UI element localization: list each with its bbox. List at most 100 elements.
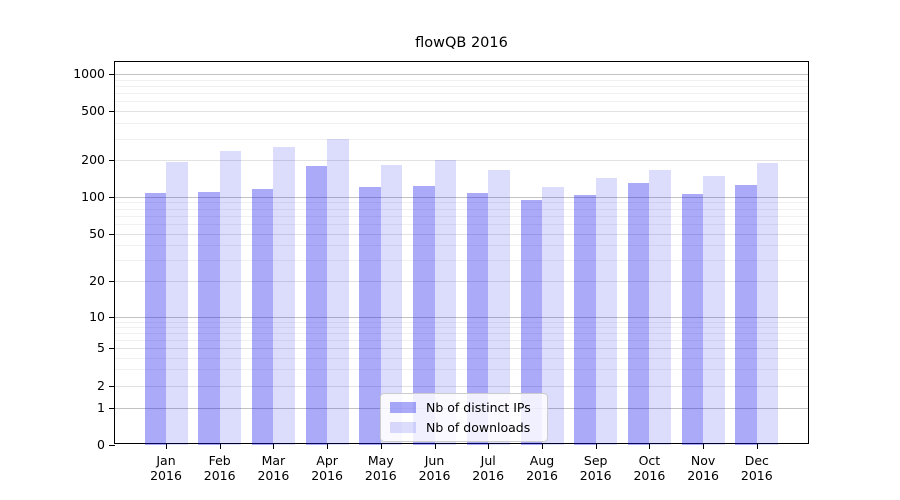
gridline: [115, 123, 808, 124]
gridline: [115, 357, 808, 359]
y-axis-tick: [109, 281, 115, 282]
y-axis-tick: [109, 111, 115, 112]
y-axis-tick: [109, 160, 115, 162]
gridline: [115, 233, 808, 235]
x-axis-tick-label: Aug 2016: [526, 453, 558, 483]
bar-distinct-ips: [198, 191, 220, 445]
x-axis-tick: [434, 444, 436, 449]
gridline: [115, 215, 808, 217]
x-axis-tick: [488, 444, 490, 449]
gridline: [115, 86, 808, 88]
legend-item-distinct-ips: Nb of distinct IPs: [390, 400, 537, 415]
x-axis-tick: [166, 444, 167, 449]
bar-downloads: [649, 169, 671, 445]
plot-area: 0 1 2 5 10 20 50 100 200 500 1000 Jan 2016 Feb 2016 M…: [73, 61, 809, 483]
x-axis-tick-label: Jul 2016: [472, 453, 505, 483]
x-axis-tick-label: Feb 2016: [203, 453, 236, 483]
x-axis-tick-label: Mar 2016: [257, 453, 290, 483]
y-axis-tick: [109, 74, 115, 76]
x-axis-tick: [380, 444, 382, 449]
gridline: [115, 196, 808, 198]
x-axis-tick-label: Dec 2016: [740, 453, 773, 483]
y-axis-tick-label: 500: [81, 103, 105, 118]
x-axis-tick: [273, 444, 275, 449]
bar-downloads: [434, 160, 456, 445]
gridline: [115, 74, 808, 76]
y-axis-tick-label: 5: [97, 340, 105, 356]
bar-distinct-ips: [305, 165, 328, 445]
y-axis-tick-label: 20: [89, 273, 105, 288]
y-axis-tick: [109, 348, 115, 350]
gridline: [115, 245, 808, 247]
x-axis-tick-label: May 2016: [364, 453, 397, 483]
bar-distinct-ips: [574, 195, 596, 445]
x-axis-tick-label: Apr 2016: [311, 453, 343, 483]
bar-downloads: [703, 176, 725, 445]
y-axis-tick-label: 10: [89, 309, 105, 324]
gridline: [115, 281, 808, 282]
bar-distinct-ips: [413, 185, 435, 445]
gridline: [115, 386, 808, 387]
gridline: [115, 348, 808, 350]
x-axis-tick-label: Jun 2016: [418, 453, 451, 483]
y-axis-tick: [109, 445, 115, 446]
y-axis-tick: [109, 196, 115, 198]
x-axis-tick: [542, 444, 543, 449]
bar-distinct-ips: [735, 185, 757, 445]
x-axis-tick: [327, 444, 329, 449]
gridline: [115, 260, 808, 262]
gridline: [115, 138, 808, 140]
x-axis-tick: [703, 444, 705, 449]
bar-downloads: [273, 146, 295, 445]
y-axis-tick: [109, 317, 115, 318]
bar-distinct-ips: [627, 182, 650, 445]
bar-downloads: [166, 161, 188, 445]
x-axis-tick-label: Nov 2016: [687, 453, 719, 483]
gridline: [115, 340, 808, 342]
x-axis-tick: [756, 444, 758, 449]
y-axis-tick: [109, 408, 115, 410]
bar-downloads: [219, 150, 242, 445]
legend-swatch-distinct-ips: [390, 402, 416, 413]
bar-downloads: [595, 177, 618, 445]
gridline: [115, 208, 808, 210]
gridline: [115, 79, 808, 81]
bar-downloads: [327, 139, 349, 445]
y-axis-tick-label: 2: [97, 378, 105, 393]
y-axis-tick-label: 1: [97, 400, 105, 416]
bar-distinct-ips: [359, 187, 381, 445]
gridline: [115, 333, 808, 335]
gridline: [115, 160, 808, 162]
bar-downloads: [542, 186, 564, 445]
gridline: [115, 202, 808, 204]
x-axis-tick-label: Oct 2016: [633, 453, 666, 483]
gridline: [115, 93, 808, 95]
x-axis-tick: [595, 444, 597, 449]
bar-distinct-ips: [466, 192, 489, 445]
y-axis-tick-label: 50: [89, 225, 105, 241]
y-axis-tick-label: 100: [81, 188, 105, 204]
legend-swatch-downloads: [390, 422, 416, 433]
bar-distinct-ips: [144, 193, 166, 445]
gridline: [115, 317, 808, 318]
bar-distinct-ips: [520, 200, 542, 445]
bar-distinct-ips: [681, 194, 704, 445]
bar-downloads: [380, 165, 403, 445]
y-axis-tick: [109, 233, 115, 235]
gridline: [115, 101, 808, 103]
bar-downloads: [756, 163, 779, 445]
x-axis-tick-label: Jan 2016: [150, 453, 182, 483]
y-axis-tick-label: 1000: [73, 66, 105, 82]
x-axis-tick: [649, 444, 651, 449]
x-axis-tick-label: Sep 2016: [579, 453, 612, 483]
gridline: [115, 111, 808, 112]
x-axis-tick: [219, 444, 221, 449]
gridline: [115, 369, 808, 371]
bar-distinct-ips: [251, 188, 274, 445]
gridline: [115, 224, 808, 225]
y-axis-tick-label: 0: [97, 437, 105, 452]
legend: Nb of distinct IPs Nb of downloads: [380, 393, 548, 442]
bar-downloads: [488, 169, 510, 445]
legend-item-downloads: Nb of downloads: [390, 420, 537, 435]
